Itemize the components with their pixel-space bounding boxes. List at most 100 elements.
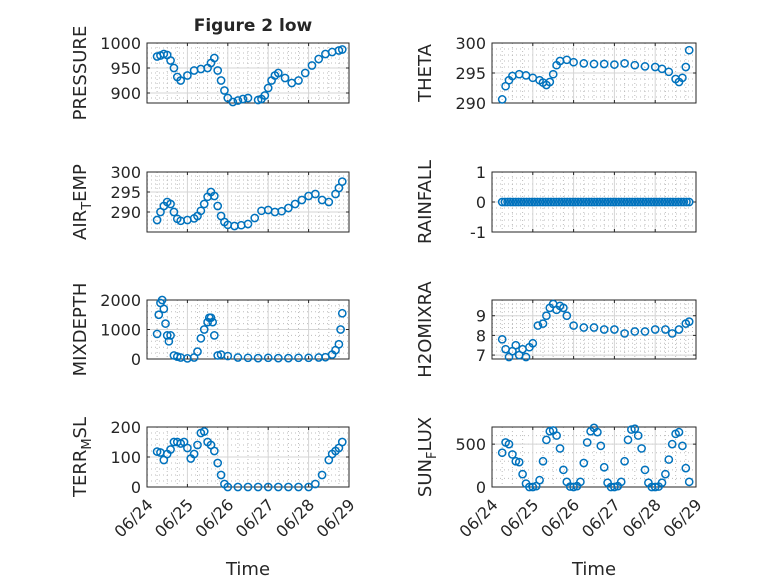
data-point: [521, 352, 531, 362]
data-point: [535, 475, 544, 485]
data-point: [294, 76, 303, 85]
series-markers: [497, 423, 694, 492]
data-point: [596, 441, 606, 451]
data-point: [646, 197, 656, 207]
x-tick-label: 06/29: [313, 495, 359, 541]
data-point: [310, 189, 320, 199]
data-point: [644, 197, 653, 207]
data-point: [627, 425, 636, 434]
data-point: [280, 73, 290, 83]
data-point: [334, 183, 344, 193]
x-tick-label: 06/28: [272, 495, 318, 541]
data-point: [233, 482, 243, 492]
data-point: [500, 197, 510, 207]
data-point: [209, 53, 219, 63]
data-point: [538, 319, 548, 328]
data-point: [511, 197, 521, 207]
data-point: [307, 61, 317, 70]
data-point: [220, 86, 229, 95]
subplot-rainfall: -1 0 1 RAINFALL: [415, 160, 697, 244]
data-point: [569, 321, 578, 330]
data-point: [650, 325, 660, 334]
data-point: [199, 325, 209, 334]
data-point: [337, 308, 347, 318]
subplot-h2omixra: 789 H2OMIXRA: [415, 281, 697, 378]
data-point: [569, 57, 578, 67]
data-point: [176, 76, 186, 85]
data-point: [674, 325, 684, 334]
data-point: [681, 463, 691, 473]
y-tick-label: 100: [110, 448, 141, 467]
data-point: [263, 482, 273, 492]
data-point: [284, 482, 293, 492]
data-point: [633, 431, 643, 440]
y-tick-label: 1000: [100, 34, 141, 53]
data-point: [589, 323, 599, 332]
data-point: [497, 197, 507, 207]
data-point: [665, 197, 675, 207]
data-point: [157, 295, 167, 305]
y-tick-label: 950: [110, 59, 141, 78]
data-point: [610, 325, 619, 334]
data-point: [196, 206, 206, 216]
y-tick-label: 7: [476, 346, 486, 365]
data-point: [542, 311, 551, 321]
data-point: [579, 59, 589, 68]
data-point: [508, 197, 518, 207]
data-point: [199, 199, 209, 209]
data-point: [310, 479, 320, 489]
data-point: [508, 450, 517, 459]
data-point: [216, 470, 226, 480]
data-point: [273, 482, 283, 492]
data-point: [511, 456, 521, 466]
data-point: [527, 197, 537, 207]
data-point: [543, 197, 553, 207]
data-point: [497, 334, 507, 344]
data-point: [608, 197, 618, 207]
data-point: [223, 482, 233, 492]
data-point: [183, 443, 192, 453]
data-point: [661, 325, 670, 334]
data-point: [297, 195, 307, 205]
x-tick-label: 06/27: [578, 495, 624, 541]
data-point: [684, 317, 694, 326]
data-point: [568, 197, 578, 207]
data-point: [617, 197, 626, 207]
data-point: [223, 351, 233, 361]
data-point: [199, 427, 209, 436]
y-tick-label: 300: [110, 163, 141, 182]
data-point: [573, 197, 583, 207]
data-point: [555, 444, 565, 453]
data-point: [664, 67, 674, 77]
x-axis-label: Time: [225, 559, 270, 580]
data-point: [620, 329, 629, 338]
y-axis-label: TERRMSL: [70, 417, 95, 498]
data-point: [661, 469, 670, 479]
y-tick-label: 290: [110, 203, 141, 222]
data-point: [169, 63, 179, 73]
data-point: [630, 60, 640, 70]
data-point: [243, 219, 253, 229]
data-point: [516, 197, 526, 207]
x-tick-label: 06/25: [496, 495, 542, 541]
data-point: [549, 197, 559, 207]
data-point: [630, 197, 640, 207]
subplot-pressure: 900 950 1000 PRESSURE: [70, 26, 350, 120]
data-point: [216, 76, 226, 85]
data-point: [169, 207, 179, 217]
data-point: [682, 197, 691, 207]
data-point: [559, 303, 568, 313]
y-tick-label: 1: [476, 163, 486, 182]
data-point: [152, 329, 162, 339]
data-point: [625, 197, 634, 207]
data-point: [552, 197, 561, 207]
data-point: [663, 197, 672, 207]
data-point: [664, 455, 674, 464]
data-point: [622, 197, 632, 207]
data-point: [548, 69, 558, 79]
series-markers: [497, 197, 694, 207]
subplot-theta: 290 295 300 THETA: [415, 34, 697, 113]
data-point: [576, 197, 586, 207]
data-point: [314, 54, 324, 64]
